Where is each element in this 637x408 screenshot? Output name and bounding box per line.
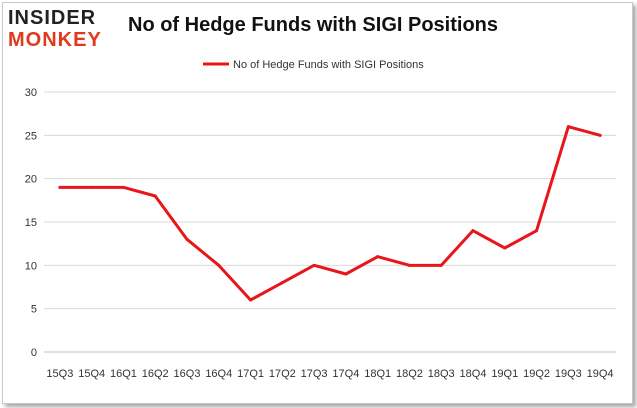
logo-text-insider: INSIDER bbox=[8, 7, 97, 29]
x-tick-label: 18Q3 bbox=[428, 368, 455, 380]
legend-label: No of Hedge Funds with SIGI Positions bbox=[233, 59, 424, 71]
data-point bbox=[153, 194, 157, 198]
y-tick-label: 25 bbox=[25, 130, 37, 142]
x-tick-label: 18Q2 bbox=[396, 368, 423, 380]
data-point bbox=[376, 255, 380, 259]
x-tick-label: 16Q4 bbox=[205, 368, 232, 380]
y-axis-ticks: 0 5 10 15 20 25 30 bbox=[25, 87, 37, 359]
x-tick-label: 16Q3 bbox=[174, 368, 201, 380]
series-line bbox=[58, 125, 602, 302]
x-tick-label: 15Q4 bbox=[78, 368, 105, 380]
data-point bbox=[217, 263, 221, 267]
data-point bbox=[280, 281, 284, 285]
data-point bbox=[121, 185, 125, 189]
data-point bbox=[185, 237, 189, 241]
x-tick-label: 17Q4 bbox=[332, 368, 359, 380]
chart-title: No of Hedge Funds with SIGI Positions bbox=[128, 14, 498, 36]
x-tick-label: 15Q3 bbox=[46, 368, 73, 380]
series-group bbox=[58, 125, 602, 302]
data-point bbox=[58, 185, 62, 189]
y-tick-label: 0 bbox=[31, 347, 37, 359]
x-axis-ticks: 15Q3 15Q4 16Q1 16Q2 16Q3 16Q4 17Q1 17Q2 17Q3 17Q4… bbox=[46, 368, 613, 380]
x-tick-label: 16Q2 bbox=[142, 368, 169, 380]
x-tick-label: 19Q4 bbox=[587, 368, 614, 380]
data-point bbox=[312, 263, 316, 267]
x-tick-label: 17Q3 bbox=[301, 368, 328, 380]
insider-monkey-logo: INSIDER MONKEY bbox=[8, 7, 120, 53]
data-point bbox=[598, 133, 602, 137]
y-tick-label: 5 bbox=[31, 304, 37, 316]
x-tick-label: 17Q1 bbox=[237, 368, 264, 380]
y-tick-label: 10 bbox=[25, 260, 37, 272]
data-point bbox=[90, 185, 94, 189]
data-point bbox=[439, 263, 443, 267]
chart-frame bbox=[2, 2, 633, 404]
y-tick-label: 30 bbox=[25, 87, 37, 99]
x-tick-label: 19Q3 bbox=[555, 368, 582, 380]
data-point bbox=[344, 272, 348, 276]
data-point bbox=[407, 263, 411, 267]
x-tick-label: 19Q1 bbox=[491, 368, 518, 380]
data-point bbox=[249, 298, 253, 302]
logo-text-monkey: MONKEY bbox=[8, 29, 102, 51]
y-tick-label: 15 bbox=[25, 217, 37, 229]
x-tick-label: 18Q1 bbox=[364, 368, 391, 380]
data-point bbox=[535, 229, 539, 233]
y-tick-label: 20 bbox=[25, 174, 37, 186]
x-tick-label: 18Q4 bbox=[460, 368, 487, 380]
gridlines bbox=[44, 91, 616, 310]
chart-legend: No of Hedge Funds with SIGI Positions bbox=[203, 59, 424, 71]
data-point bbox=[471, 229, 475, 233]
x-tick-label: 16Q1 bbox=[110, 368, 137, 380]
x-tick-label: 19Q2 bbox=[523, 368, 550, 380]
data-point bbox=[503, 246, 507, 250]
data-point bbox=[566, 125, 570, 129]
x-tick-label: 17Q2 bbox=[269, 368, 296, 380]
